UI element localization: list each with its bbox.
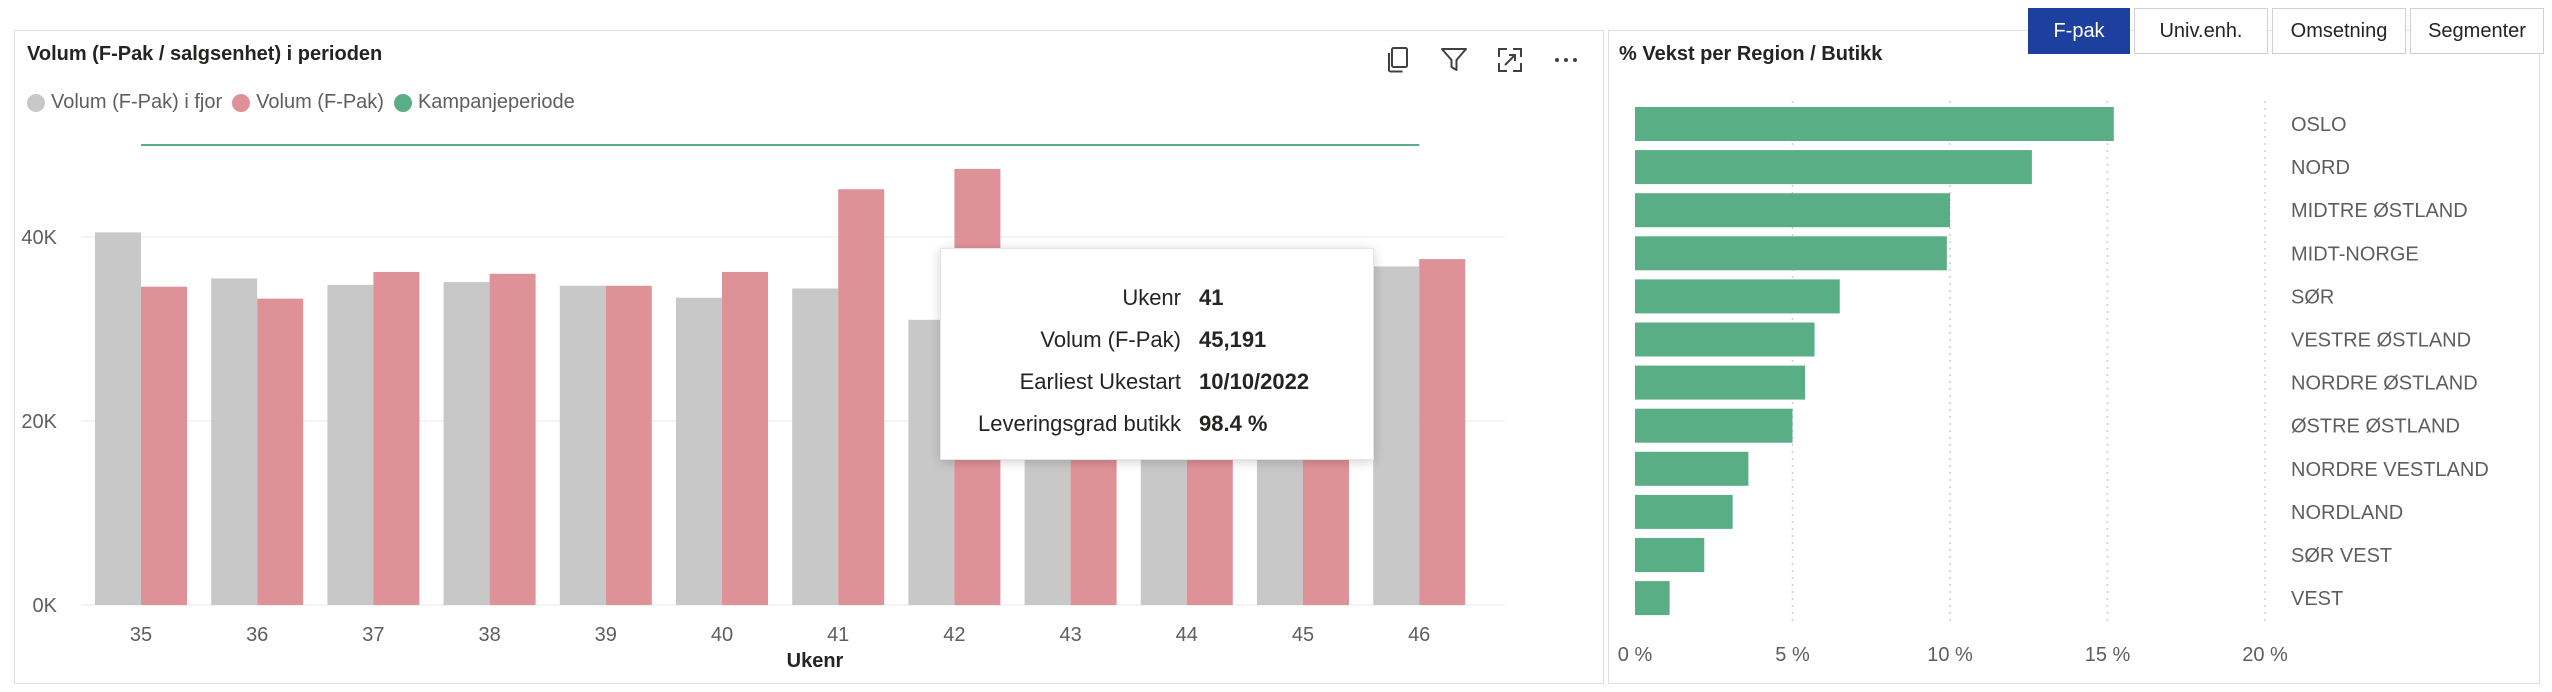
tooltip-value: 10/10/2022: [1199, 369, 1310, 394]
bar-current[interactable]: [257, 298, 304, 605]
growth-bar[interactable]: [1635, 408, 1793, 443]
x-tick-label: 15 %: [2085, 644, 2131, 666]
x-tick-label: 5 %: [1775, 644, 1810, 666]
growth-bar[interactable]: [1635, 279, 1840, 314]
region-label: VESTRE ØSTLAND: [2291, 330, 2471, 352]
x-tick-label: 46: [1408, 624, 1430, 646]
region-label: NORDRE VESTLAND: [2291, 459, 2489, 481]
tooltip-row: Ukenr 41: [941, 285, 1373, 315]
bar-last-year[interactable]: [792, 288, 839, 605]
tab-f-pak[interactable]: F-pak: [2028, 8, 2130, 54]
more-options-icon[interactable]: [1549, 43, 1583, 77]
growth-bar[interactable]: [1635, 236, 1947, 271]
tooltip-value: 41: [1199, 285, 1224, 310]
x-tick-label: 44: [1176, 624, 1198, 646]
growth-bar[interactable]: [1635, 538, 1705, 572]
x-tick-label: 35: [130, 624, 152, 646]
legend-dot-campaign: [393, 93, 412, 112]
legend-label-campaign: Kampanjeperiode: [417, 91, 575, 113]
bar-current[interactable]: [722, 271, 768, 605]
region-label: NORD: [2291, 157, 2350, 179]
x-tick-label: 45: [1292, 624, 1314, 646]
bar-last-year[interactable]: [95, 232, 141, 605]
x-tick-label: 41: [827, 624, 849, 646]
tooltip-key: Earliest Ukestart: [1019, 369, 1181, 394]
bar-current[interactable]: [489, 273, 536, 605]
x-tick-label: 40: [711, 624, 733, 646]
region-label: SØR: [2291, 286, 2334, 308]
legend-item-current[interactable]: Volum (F-Pak): [232, 91, 384, 114]
legend-item-last-year[interactable]: Volum (F-Pak) i fjor: [27, 91, 222, 114]
bar-last-year[interactable]: [676, 297, 722, 605]
legend-item-campaign[interactable]: Kampanjeperiode: [393, 91, 575, 114]
growth-bar[interactable]: [1635, 494, 1733, 529]
y-tick-label: 20K: [21, 411, 57, 433]
region-label: NORDRE ØSTLAND: [2291, 373, 2478, 395]
x-tick-label: 10 %: [1927, 644, 1973, 666]
x-tick-label: 42: [943, 624, 965, 646]
bar-last-year[interactable]: [559, 285, 606, 605]
chart-tooltip: Ukenr 41 Volum (F-Pak) 45,191 Earliest U…: [940, 248, 1374, 460]
y-tick-label: 40K: [21, 227, 57, 249]
x-tick-label: 39: [595, 624, 617, 646]
bar-current[interactable]: [838, 189, 885, 605]
growth-chart-title: % Vekst per Region / Butikk: [1619, 43, 1883, 65]
legend-dot-current: [232, 93, 251, 112]
growth-bar[interactable]: [1635, 581, 1670, 616]
filter-icon[interactable]: [1437, 43, 1471, 77]
region-label: SØR VEST: [2291, 545, 2392, 567]
x-tick-label: 38: [478, 624, 500, 646]
bar-current[interactable]: [1419, 259, 1466, 605]
volume-chart-title: Volum (F-Pak / salgsenhet) i perioden: [27, 43, 383, 65]
legend-label-current: Volum (F-Pak): [256, 91, 384, 113]
growth-bar[interactable]: [1635, 150, 2032, 185]
bar-current[interactable]: [373, 271, 420, 605]
tooltip-row: Leveringsgrad butikk 98.4 %: [941, 411, 1373, 441]
legend-dot-last-year: [27, 93, 45, 112]
bar-last-year[interactable]: [327, 284, 374, 605]
growth-bar[interactable]: [1635, 451, 1749, 486]
tab-univ-enh[interactable]: Univ.enh.: [2134, 8, 2268, 54]
growth-bar[interactable]: [1635, 107, 2114, 141]
bar-last-year[interactable]: [1373, 266, 1420, 605]
tooltip-key: Leveringsgrad butikk: [977, 411, 1181, 436]
legend-label-last-year: Volum (F-Pak) i fjor: [51, 91, 223, 113]
region-label: ØSTRE ØSTLAND: [2291, 416, 2460, 438]
bar-last-year[interactable]: [443, 282, 490, 605]
bar-current[interactable]: [605, 285, 652, 605]
region-label: OSLO: [2291, 114, 2347, 136]
bar-current[interactable]: [141, 286, 187, 605]
growth-bar[interactable]: [1635, 193, 1950, 228]
tooltip-row: Earliest Ukestart 10/10/2022: [941, 369, 1373, 399]
bar-last-year[interactable]: [211, 278, 258, 605]
tooltip-value: 98.4 %: [1199, 411, 1268, 436]
region-label: MIDT-NORGE: [2291, 243, 2419, 265]
x-tick-label: 20 %: [2242, 644, 2288, 666]
x-axis-title: Ukenr: [787, 650, 844, 672]
x-tick-label: 43: [1059, 624, 1081, 646]
tooltip-key: Ukenr: [1122, 285, 1181, 310]
growth-bar[interactable]: [1635, 322, 1815, 357]
copy-icon[interactable]: [1381, 43, 1415, 77]
growth-chart-panel: % Vekst per Region / Butikk OSLO NORD MIDT…: [1608, 30, 2540, 684]
visual-header-icons: [1381, 43, 1583, 77]
x-tick-label: 36: [246, 624, 268, 646]
growth-chart-plot: OSLO NORD MIDTRE ØSTLAND MIDT-NORGE SØR VESTR…: [1618, 101, 2489, 666]
measure-tabs: F-pak Univ.enh. Omsetning Segmenter: [2024, 8, 2544, 54]
region-label: VEST: [2291, 588, 2343, 610]
y-tick-label: 0K: [33, 595, 58, 617]
tooltip-row: Volum (F-Pak) 45,191: [941, 327, 1373, 357]
growth-bar[interactable]: [1635, 365, 1806, 400]
tooltip-value: 45,191: [1199, 327, 1267, 352]
tooltip-key: Volum (F-Pak): [1040, 327, 1181, 352]
focus-mode-icon[interactable]: [1493, 43, 1527, 77]
x-tick-label: 37: [362, 624, 384, 646]
x-tick-label: 0 %: [1618, 644, 1653, 666]
tab-omsetning[interactable]: Omsetning: [2272, 8, 2406, 54]
tab-segmenter[interactable]: Segmenter: [2410, 8, 2544, 54]
volume-chart-legend: Volum (F-Pak) i fjor Volum (F-Pak) Kampa…: [27, 91, 585, 114]
region-label: MIDTRE ØSTLAND: [2291, 200, 2468, 222]
region-label: NORDLAND: [2291, 502, 2403, 524]
